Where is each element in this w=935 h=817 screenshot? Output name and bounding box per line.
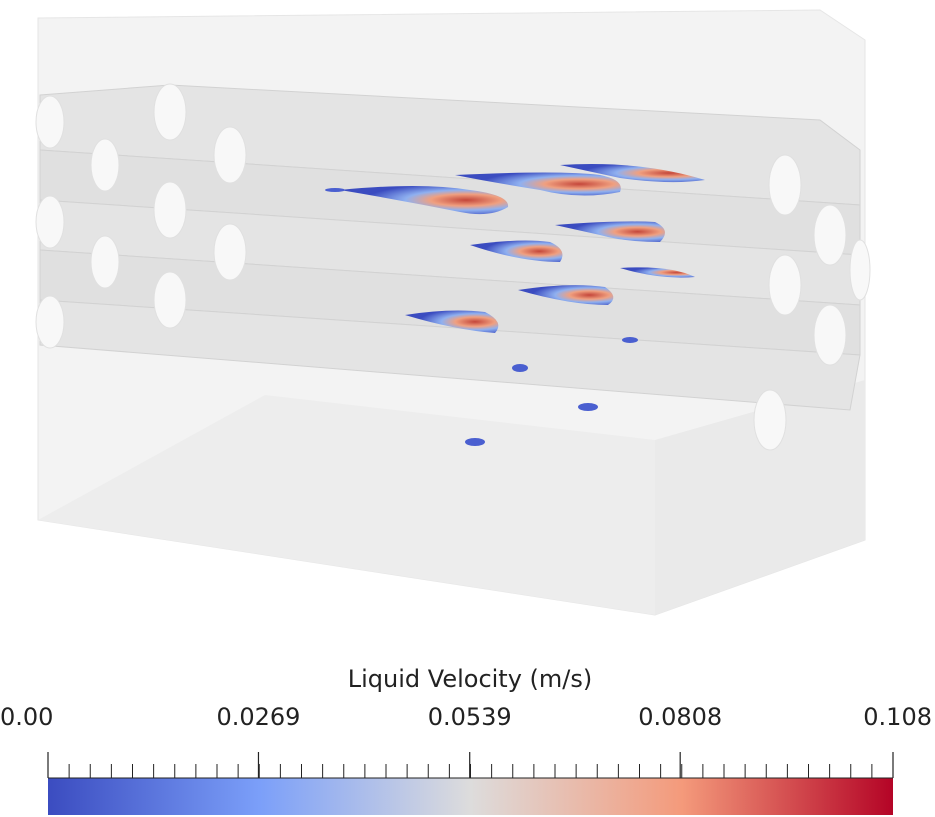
liquid	[325, 164, 705, 446]
tick-label: 0.0539	[428, 703, 512, 731]
legend-title: Liquid Velocity (m/s)	[348, 665, 593, 693]
tick-label: 0.108	[863, 703, 932, 731]
color-bar	[48, 778, 893, 815]
domain-floor	[38, 395, 655, 615]
tick-label: 0.0808	[638, 703, 722, 731]
tube-ends	[35, 83, 871, 451]
tick-label: 0.00	[0, 703, 53, 731]
tick-label: 0.0269	[216, 703, 300, 731]
color-legend: Liquid Velocity (m/s) 0.00 0.0269 0.0539 0.…	[0, 665, 932, 815]
domain-side	[655, 380, 865, 615]
scene	[35, 9, 871, 616]
